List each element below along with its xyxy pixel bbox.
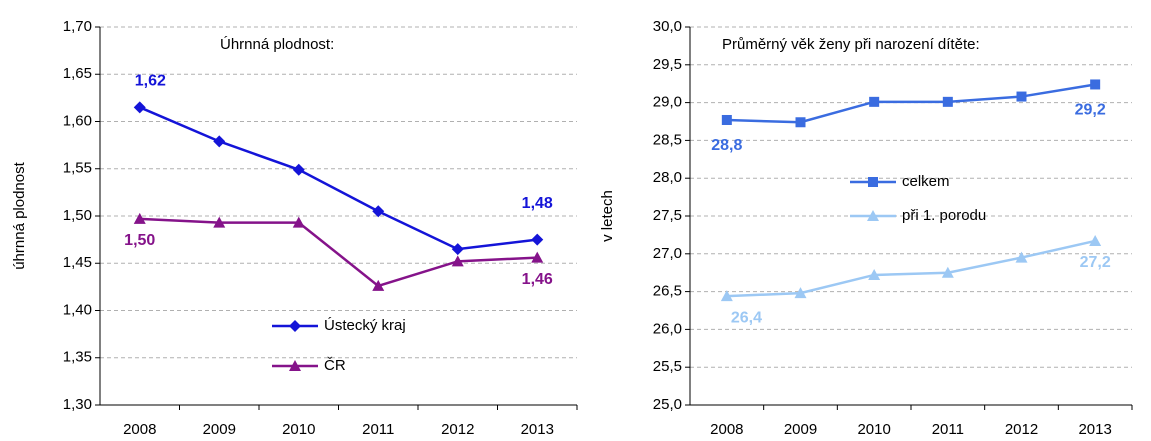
marker [720, 290, 733, 302]
marker [941, 266, 954, 278]
marker [289, 320, 301, 332]
data-label: 28,8 [711, 137, 742, 154]
marker [942, 96, 953, 107]
x-tick-label: 2012 [1005, 421, 1038, 438]
data-label: 1,48 [522, 195, 553, 212]
y-tick-label: 1,30 [63, 396, 92, 413]
data-label: 26,4 [731, 309, 762, 326]
chart-title: Průměrný věk ženy při narození dítěte: [722, 36, 980, 53]
y-tick-label: 1,55 [63, 160, 92, 177]
marker [372, 205, 385, 218]
data-label: 1,62 [135, 73, 166, 90]
marker [531, 251, 544, 263]
y-tick-label: 30,0 [653, 18, 682, 35]
x-tick-label: 2011 [362, 421, 394, 438]
marker [1015, 251, 1028, 263]
y-tick-label: 29,0 [653, 94, 682, 111]
y-tick-label: 25,0 [653, 396, 682, 413]
marker [292, 163, 305, 176]
marker [1090, 79, 1101, 90]
marker [133, 101, 146, 114]
legend-label: při 1. porodu [902, 207, 986, 224]
y-axis-label: úhrnná plodnost [11, 161, 28, 269]
marker [1016, 91, 1027, 102]
marker [213, 135, 226, 148]
series-line [139, 217, 538, 288]
legend-label: ČR [324, 357, 346, 374]
x-tick-label: 2012 [441, 421, 474, 438]
x-tick-label: 2010 [857, 421, 890, 438]
y-tick-label: 1,65 [63, 65, 92, 82]
marker [795, 117, 806, 128]
y-tick-label: 29,5 [653, 56, 682, 73]
series-line [726, 83, 1096, 124]
marker [1089, 234, 1102, 246]
y-tick-label: 26,5 [653, 283, 682, 300]
series-line [139, 106, 538, 251]
marker [289, 360, 301, 371]
legend-label: celkem [902, 173, 950, 190]
x-tick-label: 2009 [784, 421, 817, 438]
y-tick-label: 1,70 [63, 18, 92, 35]
marker [451, 255, 464, 267]
y-tick-label: 25,5 [653, 358, 682, 375]
data-label: 29,2 [1075, 102, 1106, 119]
x-tick-label: 2008 [710, 421, 743, 438]
y-tick-label: 1,40 [63, 301, 92, 318]
y-tick-label: 1,45 [63, 254, 92, 271]
marker [372, 279, 385, 291]
y-tick-label: 27,0 [653, 245, 682, 262]
y-axis-label: v letech [599, 190, 616, 242]
marker [213, 216, 226, 228]
y-tick-label: 1,60 [63, 112, 92, 129]
legend-label: Ústecký kraj [324, 317, 406, 334]
y-tick-label: 26,0 [653, 320, 682, 337]
marker [133, 212, 146, 224]
series-line [726, 239, 1096, 298]
chart-title: Úhrnná plodnost: [220, 36, 334, 53]
x-tick-label: 2013 [1078, 421, 1111, 438]
marker [292, 216, 305, 228]
x-tick-label: 2009 [203, 421, 236, 438]
y-tick-label: 28,5 [653, 131, 682, 148]
y-tick-label: 1,50 [63, 207, 92, 224]
data-label: 1,50 [124, 232, 155, 249]
marker [869, 96, 880, 107]
marker [868, 268, 881, 280]
y-tick-label: 1,35 [63, 349, 92, 366]
x-tick-label: 2013 [521, 421, 554, 438]
marker [868, 177, 878, 187]
marker [721, 114, 732, 125]
y-tick-label: 28,0 [653, 169, 682, 186]
x-tick-label: 2011 [932, 421, 964, 438]
marker [531, 233, 544, 246]
y-tick-label: 27,5 [653, 207, 682, 224]
data-label: 1,46 [522, 271, 553, 288]
data-label: 27,2 [1080, 254, 1111, 271]
marker [451, 243, 464, 256]
marker [794, 287, 807, 299]
x-tick-label: 2010 [282, 421, 315, 438]
marker [867, 210, 879, 221]
x-tick-label: 2008 [123, 421, 156, 438]
